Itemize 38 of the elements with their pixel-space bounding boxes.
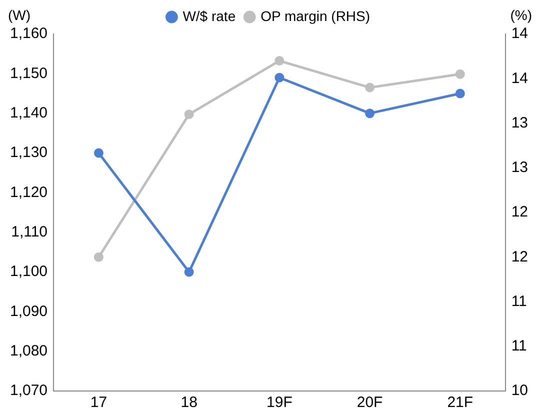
- y2-tick-label: 11: [511, 292, 527, 310]
- y2-tick-label: 12: [511, 204, 528, 221]
- y-tick-label: 1,090: [10, 302, 48, 320]
- legend-label: OP margin (RHS): [260, 8, 370, 24]
- point: [184, 110, 194, 120]
- point: [274, 72, 284, 82]
- point: [274, 56, 284, 66]
- point: [455, 69, 465, 79]
- y-tick-label: 1,080: [10, 342, 48, 360]
- y-tick-label: 1,160: [10, 25, 48, 42]
- y2-axis-title: (%): [510, 6, 532, 23]
- y-tick-label: 1,100: [10, 263, 48, 280]
- y2-tick-label: 13: [511, 114, 528, 132]
- point: [365, 82, 375, 92]
- y-axis-title: (W): [8, 6, 31, 23]
- point: [94, 252, 104, 262]
- legend-label: W/$ rate: [182, 8, 236, 24]
- y-tick-label: 1,130: [10, 144, 48, 162]
- x-tick-label: 18: [180, 394, 198, 412]
- y2-tick-label: 14: [511, 70, 528, 87]
- y2-tick-label: 13: [511, 159, 528, 176]
- y-tick-label: 1,140: [10, 104, 48, 122]
- y2-tick-label: 11: [511, 338, 527, 355]
- x-tick-label: 17: [90, 394, 108, 412]
- y2-tick-label: 14: [511, 25, 528, 42]
- y2-tick-label: 12: [511, 248, 528, 266]
- y-tick-label: 1,070: [10, 382, 48, 400]
- point: [94, 148, 104, 158]
- x-tick-label: 19F: [266, 394, 292, 412]
- y-tick-label: 1,150: [10, 64, 48, 82]
- y-tick-label: 1,110: [11, 223, 48, 240]
- y-tick-label: 1,120: [10, 184, 48, 201]
- x-tick-label: 20F: [356, 394, 383, 412]
- x-tick-label: 21F: [447, 394, 474, 412]
- y2-tick-label: 10: [511, 382, 528, 400]
- point: [365, 108, 375, 118]
- point: [184, 267, 194, 277]
- point: [455, 88, 465, 98]
